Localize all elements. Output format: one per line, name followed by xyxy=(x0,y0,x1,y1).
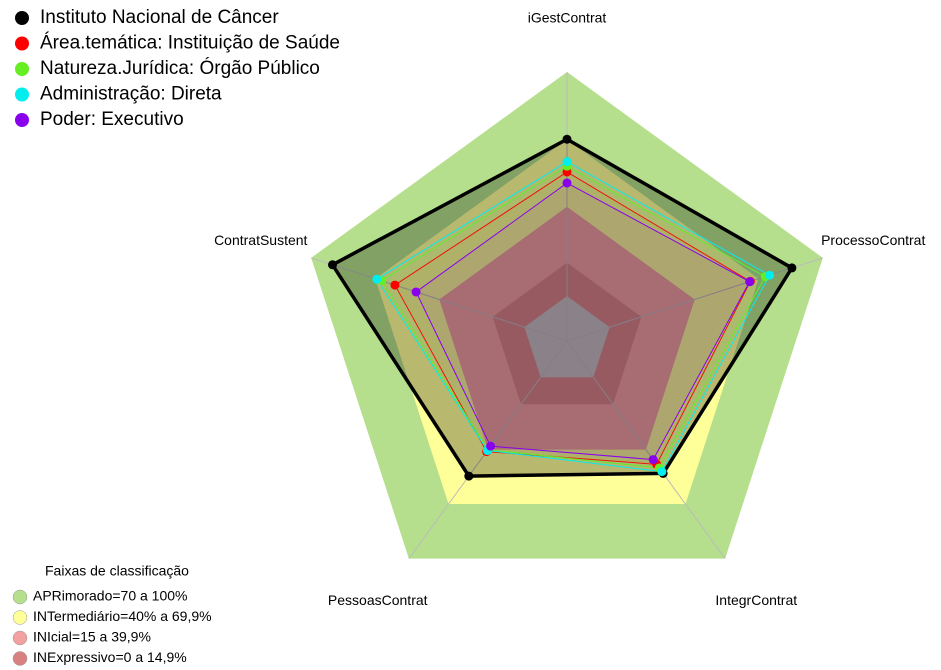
axis-label: iGestContrat xyxy=(528,10,607,26)
legend-marker xyxy=(15,87,29,102)
legend-label: Administração: Direta xyxy=(40,84,222,105)
legend-label: Instituto Nacional de Câncer xyxy=(40,7,279,28)
series-area xyxy=(380,165,766,469)
band-legend-marker xyxy=(12,589,28,605)
spoke xyxy=(566,340,726,559)
axis-label: IntegrContrat xyxy=(715,592,797,608)
series-point xyxy=(657,467,667,477)
series-point xyxy=(390,280,400,290)
series-point xyxy=(327,260,337,270)
band-legend-label: INTermediário=40% a 69,9% xyxy=(33,608,212,624)
axis-label: PessoasContrat xyxy=(328,592,428,608)
axis-label: ProcessoContrat xyxy=(821,232,925,248)
band-legend-marker xyxy=(12,610,28,625)
series-point xyxy=(787,263,797,273)
series-point xyxy=(411,287,421,297)
series-point xyxy=(464,471,474,481)
band-legend-label: INExpressivo=0 a 14,9% xyxy=(33,649,187,665)
series-point xyxy=(562,178,572,188)
series-point xyxy=(745,277,755,287)
spoke xyxy=(566,257,823,342)
series-point xyxy=(765,270,775,280)
bands-title: Faixas de classificação xyxy=(45,563,189,579)
band-legend-label: APRimorado=70 a 100% xyxy=(33,588,188,604)
series-point xyxy=(486,441,496,451)
legend-marker xyxy=(15,11,29,25)
legend-label: Natureza.Jurídica: Órgão Público xyxy=(40,57,320,79)
series-point xyxy=(648,455,658,465)
series-point xyxy=(562,134,572,144)
legend-marker xyxy=(15,113,29,127)
legend-label: Área.temática: Instituição de Saúde xyxy=(40,33,340,54)
series-area xyxy=(394,171,752,465)
legend-marker xyxy=(15,36,29,51)
legend-marker xyxy=(15,62,29,76)
band-legend-label: INIcial=15 a 39,9% xyxy=(33,629,151,645)
spoke xyxy=(311,257,568,342)
series-point xyxy=(372,274,382,284)
band-legend-marker xyxy=(12,651,28,666)
band-legend-marker xyxy=(12,630,28,646)
series-area xyxy=(415,182,751,461)
axis-label: ContratSustent xyxy=(214,232,307,248)
series-point xyxy=(562,157,572,167)
legend-label: Poder: Executivo xyxy=(40,109,184,130)
